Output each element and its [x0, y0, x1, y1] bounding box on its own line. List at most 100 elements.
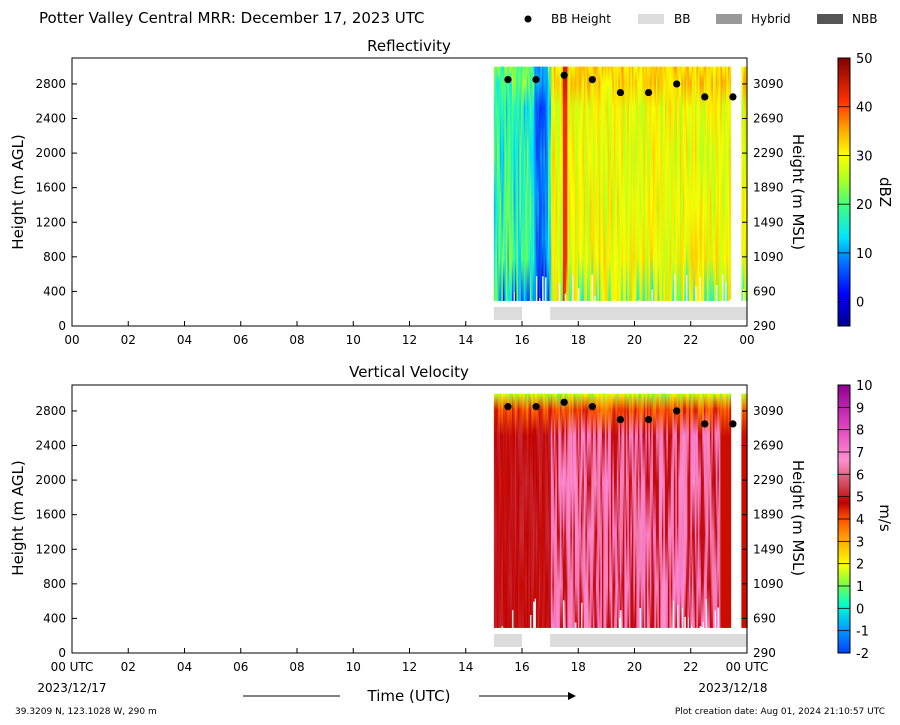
heatmap-column: [697, 393, 700, 628]
heatmap-column: [727, 393, 730, 628]
heatmap-column: [666, 66, 669, 301]
heatmap-column: [720, 393, 723, 628]
heatmap-column: [550, 66, 553, 301]
heatmap-column: [712, 66, 715, 301]
heatmap-column: [678, 393, 681, 628]
heatmap-column: [726, 393, 729, 628]
heatmap-column: [498, 66, 501, 301]
x-tick-label: 18: [571, 333, 586, 347]
heatmap-column: [700, 393, 703, 628]
heatmap-column: [693, 393, 696, 628]
heatmap-column: [657, 393, 660, 628]
heatmap-column: [510, 393, 513, 628]
heatmap-column: [550, 393, 553, 628]
heatmap-column: [501, 66, 504, 301]
heatmap-column: [585, 66, 588, 301]
heatmap-column: [603, 393, 606, 628]
heatmap-column: [639, 66, 642, 301]
heatmap-column: [717, 66, 720, 301]
reflectivity-colorbar: [837, 57, 851, 327]
heatmap-column: [673, 393, 676, 628]
heatmap-column: [655, 66, 658, 301]
heatmap-column: [681, 66, 684, 301]
vertical-velocity-bb-height-points: [504, 398, 737, 428]
colorbar-tick-label: 7: [856, 446, 864, 461]
reflectivity-ylabel: Height (m AGL): [9, 134, 27, 249]
reflectivity-panel: Reflectivity 00 02 04 06 08 10 12 14 16 18 20 22 00 …: [9, 37, 894, 347]
heatmap-column: [645, 66, 648, 301]
y-right-tick-label: 2290: [753, 473, 784, 487]
heatmap-column: [702, 66, 705, 301]
y-right-tick-label: 690: [753, 284, 776, 298]
legend-label-bb-height: BB Height: [551, 12, 611, 26]
heatmap-column: [568, 393, 571, 628]
y-tick-label: 2000: [35, 473, 66, 487]
heatmap-column: [555, 66, 558, 301]
heatmap-column: [537, 66, 540, 301]
heatmap-column: [648, 66, 651, 301]
colorbar-tick-label: 9: [856, 401, 864, 416]
heatmap-column: [742, 393, 745, 628]
heatmap-column: [531, 66, 534, 301]
reflectivity-colorbar-label: dBZ: [876, 177, 894, 207]
heatmap-column: [507, 66, 510, 301]
heatmap-column: [528, 66, 531, 301]
heatmap-column: [696, 393, 699, 628]
y-tick-label: 2400: [35, 439, 66, 453]
heatmap-column: [675, 393, 678, 628]
heatmap-column: [597, 393, 600, 628]
bb-height-point: [673, 407, 681, 415]
x-tick-label: 12: [402, 333, 417, 347]
heatmap-column: [516, 66, 519, 301]
heatmap-column: [498, 393, 501, 628]
plot-creation-date: Plot creation date: Aug 01, 2024 21:10:5…: [675, 707, 885, 717]
heatmap-column: [645, 393, 648, 628]
y-tick-label: 800: [43, 577, 66, 591]
vertical-velocity-panel: Vertical Velocity 00 UTC 02 04 06 08 10 12 14 16…: [9, 363, 894, 674]
heatmap-column: [616, 66, 619, 301]
heatmap-column: [649, 393, 652, 628]
heatmap-column: [637, 66, 640, 301]
heatmap-column: [589, 66, 592, 301]
heatmap-column: [646, 393, 649, 628]
heatmap-column: [673, 66, 676, 274]
heatmap-column: [682, 66, 685, 301]
vertical-velocity-title: Vertical Velocity: [349, 363, 469, 381]
colorbar-tick-label: 40: [856, 101, 873, 116]
heatmap-column: [519, 393, 522, 628]
heatmap-column: [664, 66, 667, 301]
x-tick-label: 00 UTC: [51, 660, 94, 674]
heatmap-column: [553, 66, 556, 301]
heatmap-column: [714, 393, 717, 611]
y-right-tick-label: 2690: [753, 112, 784, 126]
heatmap-column: [613, 66, 616, 300]
heatmap-column: [573, 393, 576, 628]
heatmap-column: [625, 393, 628, 628]
bb-height-point: [588, 403, 596, 411]
heatmap-column: [496, 393, 499, 628]
y-right-tick-label: 290: [753, 646, 776, 660]
heatmap-column: [564, 66, 567, 294]
reflectivity-bb-height-points: [504, 71, 737, 101]
colorbar-tick-label: 3: [856, 535, 864, 550]
heatmap-column: [688, 66, 691, 301]
heatmap-column: [556, 393, 559, 628]
heatmap-column: [508, 66, 511, 301]
heatmap-column: [525, 393, 528, 628]
heatmap-column: [607, 66, 610, 301]
heatmap-column: [610, 66, 613, 301]
bb-height-point: [616, 88, 625, 97]
heatmap-column: [553, 393, 556, 628]
heatmap-column: [523, 393, 526, 628]
heatmap-column: [655, 393, 658, 628]
heatmap-column: [589, 393, 592, 628]
heatmap-column: [630, 66, 633, 301]
bb-height-point: [588, 76, 596, 84]
heatmap-column: [580, 393, 583, 603]
heatmap-column: [696, 66, 699, 301]
heatmap-column: [642, 393, 645, 628]
heatmap-column: [606, 66, 609, 301]
colorbar-tick-label: 8: [856, 424, 864, 439]
heatmap-column: [595, 393, 598, 628]
